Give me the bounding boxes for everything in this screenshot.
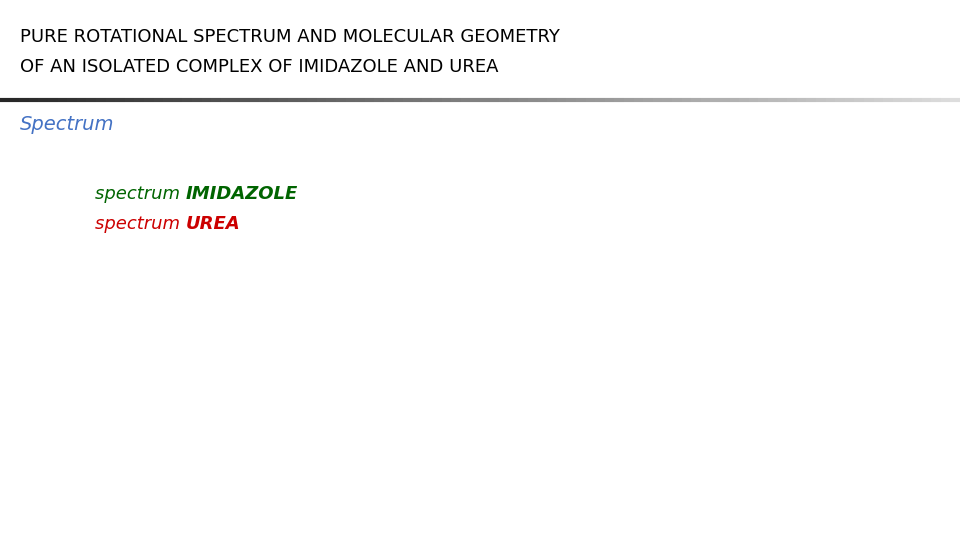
Text: UREA: UREA xyxy=(185,215,240,233)
Text: spectrum: spectrum xyxy=(95,215,185,233)
Text: PURE ROTATIONAL SPECTRUM AND MOLECULAR GEOMETRY: PURE ROTATIONAL SPECTRUM AND MOLECULAR G… xyxy=(20,28,560,46)
Text: Spectrum: Spectrum xyxy=(20,115,114,134)
Text: spectrum: spectrum xyxy=(95,185,185,203)
Text: IMIDAZOLE: IMIDAZOLE xyxy=(185,185,298,203)
Text: OF AN ISOLATED COMPLEX OF IMIDAZOLE AND UREA: OF AN ISOLATED COMPLEX OF IMIDAZOLE AND … xyxy=(20,58,498,76)
